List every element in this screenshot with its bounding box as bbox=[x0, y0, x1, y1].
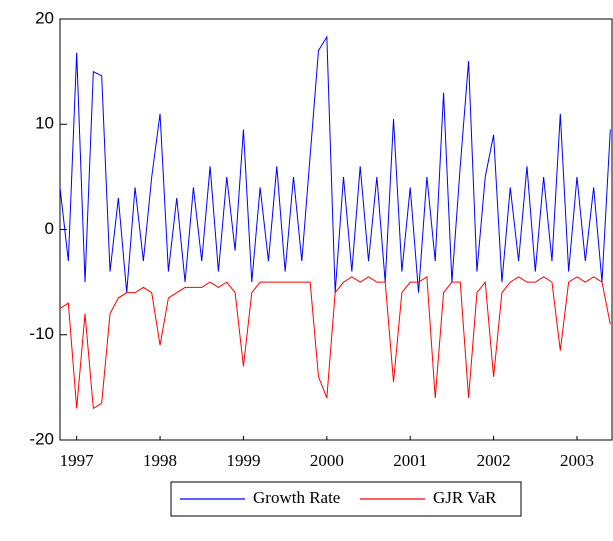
x-tick-label: 1997 bbox=[60, 451, 95, 470]
x-tick-label: 2001 bbox=[393, 451, 427, 470]
x-tick-label: 2000 bbox=[310, 451, 344, 470]
y-tick-label: 10 bbox=[35, 114, 54, 133]
legend-label: GJR VaR bbox=[433, 488, 497, 507]
y-tick-label: 0 bbox=[45, 219, 54, 238]
x-tick-label: 1998 bbox=[143, 451, 177, 470]
plot-frame bbox=[59, 18, 613, 441]
x-tick-label: 1999 bbox=[226, 451, 260, 470]
x-tick-label: 2002 bbox=[477, 451, 511, 470]
series-line bbox=[59, 275, 611, 410]
legend-label: Growth Rate bbox=[253, 488, 340, 507]
series-line bbox=[59, 35, 611, 293]
x-tick-label: 2003 bbox=[560, 451, 594, 470]
y-tick-label: -10 bbox=[29, 324, 54, 343]
y-tick-label: 20 bbox=[35, 8, 54, 27]
y-tick-label: -20 bbox=[29, 429, 54, 448]
